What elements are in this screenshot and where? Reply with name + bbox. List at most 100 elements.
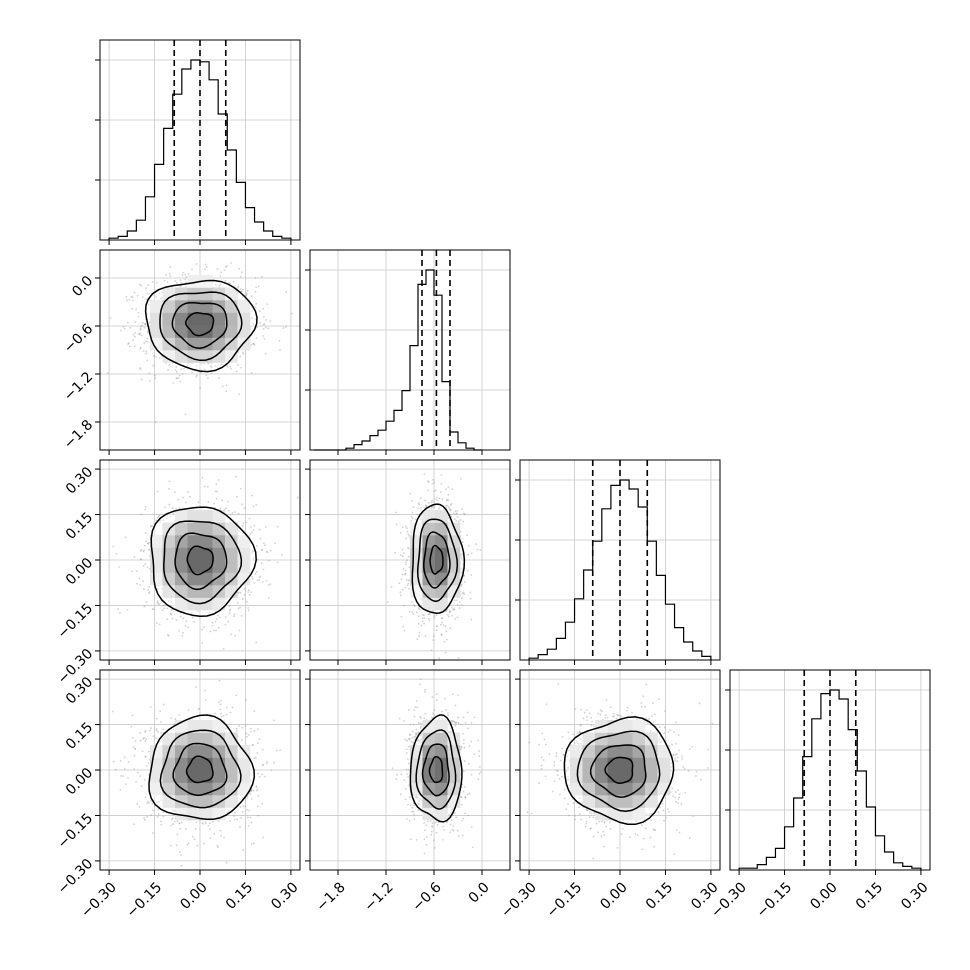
scatter-point — [215, 497, 218, 500]
scatter-point — [176, 833, 179, 836]
scatter-point — [255, 286, 258, 289]
histogram-panel-0 — [95, 39, 301, 245]
scatter-point — [142, 565, 145, 568]
scatter-point — [184, 285, 187, 288]
scatter-point — [224, 279, 227, 282]
scatter-point — [423, 473, 426, 475]
scatter-point — [448, 610, 451, 613]
scatter-point — [262, 323, 265, 326]
scatter-point — [424, 635, 427, 638]
scatter-point — [137, 315, 140, 318]
scatter-point — [220, 699, 222, 702]
scatter-point — [462, 591, 465, 594]
scatter-point — [228, 509, 230, 512]
scatter-point — [400, 578, 403, 581]
scatter-point — [141, 322, 144, 324]
scatter-point — [170, 609, 173, 611]
scatter-point — [156, 516, 159, 519]
density-cell — [237, 300, 251, 313]
scatter-point — [134, 331, 137, 334]
scatter-point — [143, 605, 146, 608]
scatter-point — [144, 506, 147, 508]
scatter-point — [411, 517, 414, 520]
scatter-point — [401, 548, 404, 551]
scatter-point — [257, 728, 259, 731]
scatter-point — [143, 342, 146, 345]
scatter-point — [170, 824, 173, 827]
scatter-point — [278, 339, 281, 342]
scatter-point — [418, 608, 421, 611]
scatter-point — [440, 491, 442, 494]
scatter-point — [201, 628, 203, 631]
scatter-point — [148, 321, 151, 324]
contour-line — [150, 506, 257, 618]
scatter-point — [453, 512, 455, 515]
scatter-point — [181, 273, 184, 276]
scatter-point — [228, 609, 231, 612]
scatter-point — [462, 512, 465, 515]
scatter-point — [418, 503, 420, 506]
scatter-point — [405, 578, 408, 581]
scatter-point — [440, 474, 443, 476]
scatter-point — [255, 545, 258, 547]
scatter-point — [430, 649, 433, 652]
scatter-point — [205, 374, 208, 377]
scatter-point — [220, 715, 223, 718]
scatter-point — [225, 390, 228, 393]
scatter-point — [139, 367, 142, 369]
joint-panel-0-2 — [95, 459, 301, 665]
scatter-point — [398, 582, 401, 585]
scatter-point — [177, 377, 180, 380]
scatter-point — [238, 530, 241, 533]
joint-panel-1-2 — [305, 459, 511, 665]
scatter-point — [184, 273, 187, 276]
scatter-point — [470, 552, 473, 555]
scatter-point — [438, 657, 441, 660]
scatter-point — [252, 342, 255, 345]
scatter-point — [281, 553, 283, 556]
scatter-point — [211, 624, 214, 627]
scatter-point — [417, 622, 420, 625]
scatter-point — [152, 735, 155, 738]
scatter-point — [191, 616, 194, 619]
scatter-point — [451, 607, 453, 609]
density-cell — [225, 535, 238, 548]
scatter-point — [225, 706, 228, 709]
scatter-point — [151, 280, 154, 283]
scatter-point — [251, 550, 254, 552]
joint-content — [107, 261, 293, 424]
scatter-point — [395, 523, 398, 526]
scatter-point — [137, 311, 140, 314]
scatter-point — [210, 365, 213, 368]
scatter-point — [462, 520, 465, 523]
density-cell — [237, 572, 251, 586]
scatter-point — [265, 579, 268, 582]
scatter-point — [250, 310, 253, 313]
scatter-point — [139, 328, 142, 331]
scatter-point — [456, 603, 459, 606]
scatter-point — [195, 365, 198, 367]
scatter-point — [214, 365, 216, 367]
scatter-point — [249, 532, 252, 535]
scatter-point — [242, 849, 245, 852]
scatter-point — [421, 617, 424, 620]
scatter-point — [187, 626, 190, 629]
scatter-point — [418, 635, 421, 638]
scatter-point — [154, 421, 157, 424]
scatter-point — [390, 585, 393, 588]
density-cell — [200, 522, 213, 536]
density-cell — [212, 300, 226, 313]
scatter-point — [126, 608, 129, 611]
scatter-point — [160, 297, 162, 300]
scatter-point — [191, 371, 193, 373]
scatter-point — [215, 629, 217, 632]
scatter-point — [181, 496, 184, 499]
scatter-point — [155, 622, 158, 624]
scatter-point — [420, 624, 423, 627]
scatter-point — [459, 519, 462, 521]
scatter-point — [207, 501, 210, 503]
scatter-point — [187, 273, 190, 275]
scatter-point — [133, 345, 136, 348]
scatter-point — [220, 271, 223, 274]
scatter-point — [193, 838, 196, 841]
